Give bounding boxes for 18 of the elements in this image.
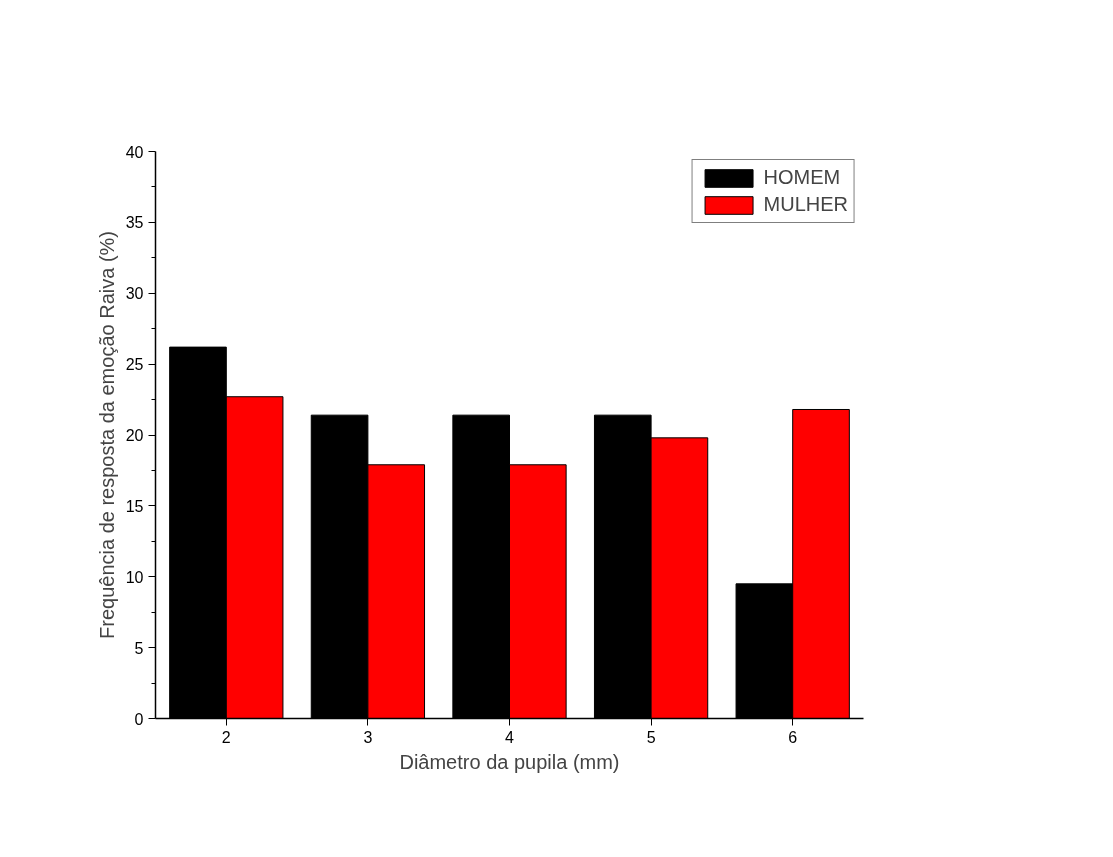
y-tick-label: 0 xyxy=(134,710,144,728)
y-tick-label: 15 xyxy=(125,497,144,515)
legend-label: HOMEM xyxy=(763,166,841,189)
x-tick-label: 4 xyxy=(505,728,515,746)
legend-label: MULHER xyxy=(763,193,848,216)
x-axis-title: Diâmetro da pupila (mm) xyxy=(399,750,620,773)
x-tick-label: 3 xyxy=(363,728,373,746)
y-tick-label: 30 xyxy=(125,285,144,303)
y-axis-title: Frequência de resposta da emoção Raiva (%) xyxy=(95,230,118,639)
x-tick-label: 6 xyxy=(788,728,798,746)
y-tick-label: 40 xyxy=(125,143,144,161)
y-tick-label: 20 xyxy=(125,427,144,444)
y-tick-label: 25 xyxy=(125,356,144,374)
x-tick-label: 2 xyxy=(221,728,231,746)
y-tick-label: 10 xyxy=(125,568,144,586)
y-tick-label: 35 xyxy=(125,214,144,232)
y-tick-label: 5 xyxy=(134,639,144,657)
x-tick-label: 5 xyxy=(646,728,656,746)
